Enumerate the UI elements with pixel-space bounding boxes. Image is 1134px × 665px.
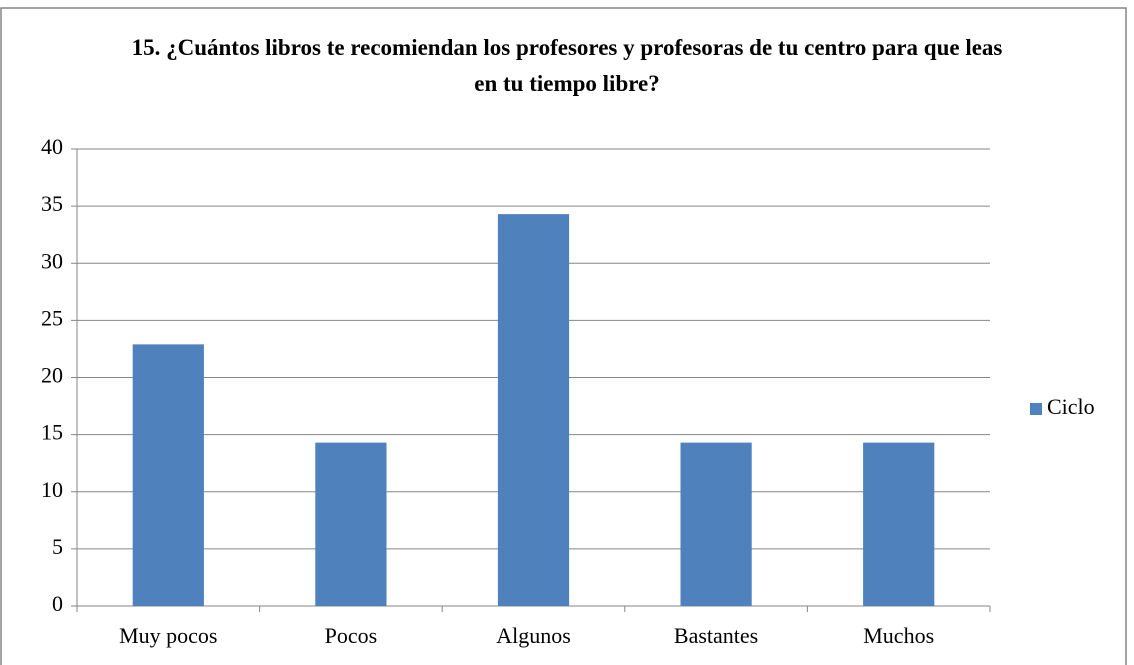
y-tick-label: 30 [41,248,63,273]
x-tick-label: Muy pocos [119,623,217,648]
y-tick-label: 25 [41,305,63,330]
y-tick-label: 0 [52,591,63,616]
y-tick-label: 35 [41,191,63,216]
y-tick-label: 15 [41,420,63,445]
y-tick-label: 20 [41,363,63,388]
bar [132,344,204,606]
y-tick-label: 10 [41,477,63,502]
bar [497,214,570,606]
x-tick-label: Algunos [496,623,571,648]
x-tick-label: Bastantes [674,623,758,648]
bar [315,442,387,606]
chart-title: 15. ¿Cuántos libros te recomiendan los p… [131,35,1003,96]
bar [863,442,935,606]
x-tick-label: Muchos [863,623,934,648]
legend-label: Ciclo [1047,394,1095,419]
legend-swatch [1030,403,1042,415]
chart-frame [0,7,1127,665]
y-tick-label: 40 [41,134,63,159]
x-tick-label: Pocos [325,623,378,648]
bar [680,442,752,606]
y-tick-label: 5 [52,534,63,559]
